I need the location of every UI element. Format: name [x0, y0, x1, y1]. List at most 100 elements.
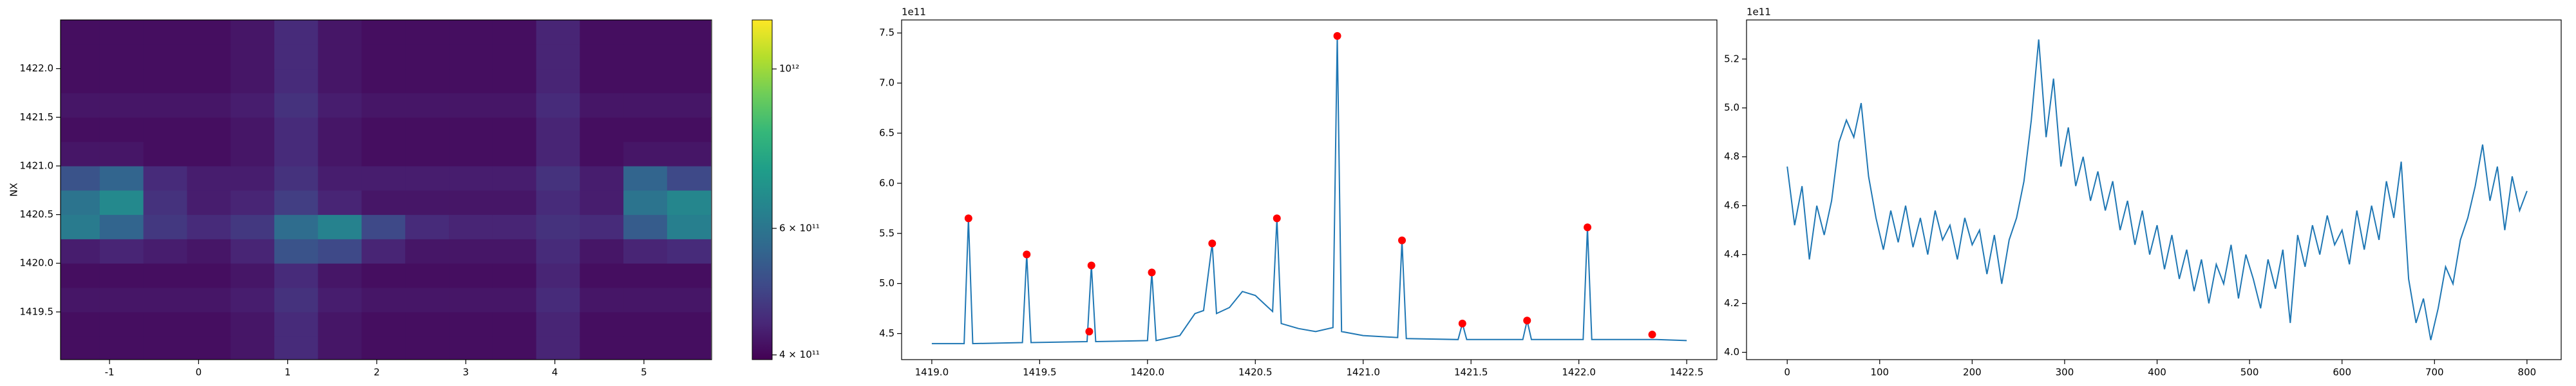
heatmap-cell	[361, 68, 406, 93]
heatmap-cell	[361, 263, 406, 288]
heatmap-cell	[187, 336, 231, 360]
peak-marker	[1523, 317, 1531, 325]
x-tick-label: 100	[1870, 367, 1889, 378]
heatmap-cell	[231, 311, 275, 337]
peak-marker	[1398, 236, 1406, 244]
heatmap-cell	[449, 117, 493, 142]
heatmap-cell	[623, 336, 668, 360]
heatmap-cell	[449, 68, 493, 93]
heatmap-cell	[536, 142, 580, 167]
heatmap-cell	[667, 117, 712, 142]
heatmap-cell	[492, 142, 537, 167]
heatmap-cell	[580, 239, 624, 264]
heatmap-cell	[61, 214, 100, 239]
heatmap-cell	[623, 142, 668, 167]
heatmap-cell	[61, 263, 100, 288]
heatmap-cell	[361, 288, 406, 313]
heatmap-cell	[143, 142, 187, 167]
heatmap-cell	[317, 93, 362, 118]
heatmap-cell	[667, 165, 712, 191]
peak-marker	[1023, 250, 1031, 259]
heatmap-cell	[580, 263, 624, 288]
heatmap-cell	[274, 93, 319, 118]
heatmap-cell	[536, 190, 580, 216]
heatmap-cell	[143, 93, 187, 118]
heatmap-cell	[405, 263, 450, 288]
heatmap-cell	[449, 190, 493, 216]
heatmap-cell	[143, 239, 187, 264]
heatmap-cell	[405, 311, 450, 337]
heatmap-cell	[536, 165, 580, 191]
heatmap-cell	[667, 263, 712, 288]
y-tick-label: 7.5	[879, 27, 895, 39]
heatmap-cell	[667, 288, 712, 313]
heatmap-cell	[231, 165, 275, 191]
heatmap-cell	[187, 68, 231, 93]
heatmap-cell	[449, 214, 493, 239]
heatmap-cell	[99, 68, 144, 93]
y-tick-label: 6.0	[879, 177, 895, 188]
heatmap-cell	[274, 165, 319, 191]
heatmap-cell	[274, 336, 319, 360]
heatmap-cell	[492, 44, 537, 69]
colorbar-tick-label: 10¹²	[779, 63, 799, 75]
heatmap-cell	[99, 117, 144, 142]
heatmap-cell	[99, 263, 144, 288]
heatmap-cell	[361, 93, 406, 118]
heatmap-cell	[317, 20, 362, 45]
heatmap-cell	[361, 214, 406, 239]
heatmap-cell	[317, 68, 362, 93]
x-tick-label: 1	[285, 367, 291, 378]
x-tick-label: 1422.0	[1562, 367, 1596, 378]
peak-marker	[1208, 239, 1217, 248]
heatmap-cell	[231, 214, 275, 239]
heatmap-cell	[231, 44, 275, 69]
heatmap-cell	[405, 20, 450, 45]
heatmap-cell	[99, 288, 144, 313]
heatmap-cell	[317, 288, 362, 313]
heatmap-cell	[61, 93, 100, 118]
heatmap-cell	[536, 311, 580, 337]
peak-marker	[1148, 268, 1156, 277]
heatmap-cell	[361, 311, 406, 337]
heatmap-cell	[61, 336, 100, 360]
colorbar	[752, 19, 773, 360]
heatmap-cell	[405, 93, 450, 118]
heatmap-cell	[99, 190, 144, 216]
heatmap-cell	[667, 142, 712, 167]
x-tick-label: 1422.5	[1670, 367, 1704, 378]
heatmap-cell	[99, 44, 144, 69]
heatmap-cell	[492, 93, 537, 118]
heatmap-cell	[667, 20, 712, 45]
heatmap-cell	[536, 20, 580, 45]
heatmap-cell	[274, 190, 319, 216]
heatmap-cell	[274, 68, 319, 93]
heatmap-cell	[274, 20, 319, 45]
x-tick-label: 400	[2148, 367, 2166, 378]
heatmap-cell	[449, 263, 493, 288]
heatmap-cell	[61, 20, 100, 45]
y-tick-label: 1420.0	[20, 257, 54, 269]
heatmap-cell	[580, 20, 624, 45]
heatmap-cell	[143, 263, 187, 288]
y-tick-label: 5.5	[879, 227, 895, 239]
heatmap-cell	[231, 68, 275, 93]
heatmap-cell	[405, 117, 450, 142]
heatmap-cell	[580, 142, 624, 167]
heatmap-cell	[536, 214, 580, 239]
x-tick-label: 1420.5	[1238, 367, 1273, 378]
peak-marker	[1584, 223, 1592, 232]
heatmap-cell	[61, 44, 100, 69]
y-tick-label: 4.0	[1724, 346, 1739, 358]
peak-marker	[1085, 327, 1094, 336]
heatmap-cell	[536, 117, 580, 142]
heatmap-cell	[623, 190, 668, 216]
heatmap-cell	[580, 44, 624, 69]
x-tick-label: 500	[2240, 367, 2259, 378]
heatmap-cell	[274, 214, 319, 239]
heatmap-cell	[187, 93, 231, 118]
y-tick-label: 4.5	[879, 327, 895, 339]
heatmap-cell	[667, 68, 712, 93]
data-line	[1786, 39, 2528, 340]
heatmap-cell	[580, 336, 624, 360]
